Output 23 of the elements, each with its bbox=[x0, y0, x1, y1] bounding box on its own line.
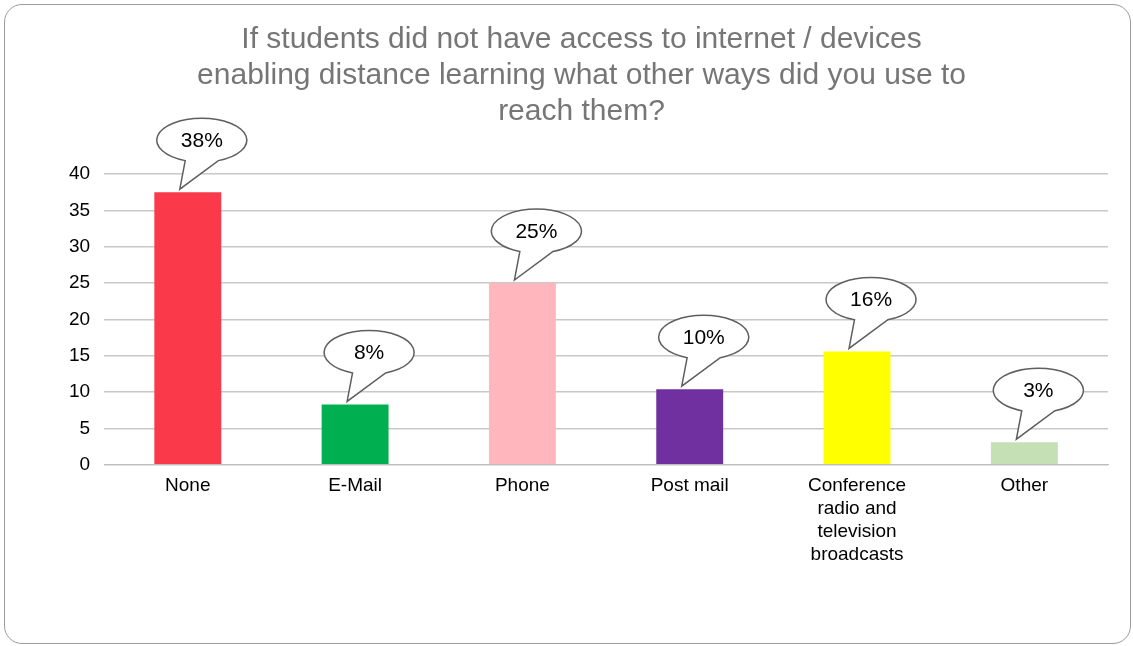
x-tick-label: Phone bbox=[494, 474, 550, 496]
y-tick-label: 20 bbox=[68, 307, 91, 329]
x-tick-label: None bbox=[165, 474, 211, 496]
data-label: 8% bbox=[353, 340, 385, 364]
y-tick-label: 0 bbox=[79, 453, 91, 475]
x-tick-label: Post mail bbox=[650, 474, 729, 496]
y-tick-label: 35 bbox=[68, 198, 91, 220]
data-label: 16% bbox=[850, 287, 893, 311]
data-label: 38% bbox=[180, 127, 223, 151]
y-tick-label: 15 bbox=[68, 343, 91, 365]
data-label: 3% bbox=[1023, 378, 1054, 402]
y-tick-label: 10 bbox=[68, 380, 91, 402]
x-tick-label: Conference radio and television broadcasts bbox=[807, 474, 907, 564]
bar bbox=[990, 442, 1058, 465]
data-label: 10% bbox=[682, 324, 725, 348]
x-tick-label: Other bbox=[1000, 474, 1049, 496]
y-tick-label: 5 bbox=[79, 416, 91, 438]
data-label: 25% bbox=[515, 218, 558, 242]
y-tick-label: 25 bbox=[68, 271, 91, 293]
chart-title: If students did not have access to internet / devices enabling distance learning what other ways did you use to reach them? bbox=[197, 21, 966, 127]
y-tick-label: 30 bbox=[68, 234, 91, 256]
x-tick-label: E-Mail bbox=[328, 474, 383, 496]
y-tick-label: 40 bbox=[68, 162, 91, 184]
